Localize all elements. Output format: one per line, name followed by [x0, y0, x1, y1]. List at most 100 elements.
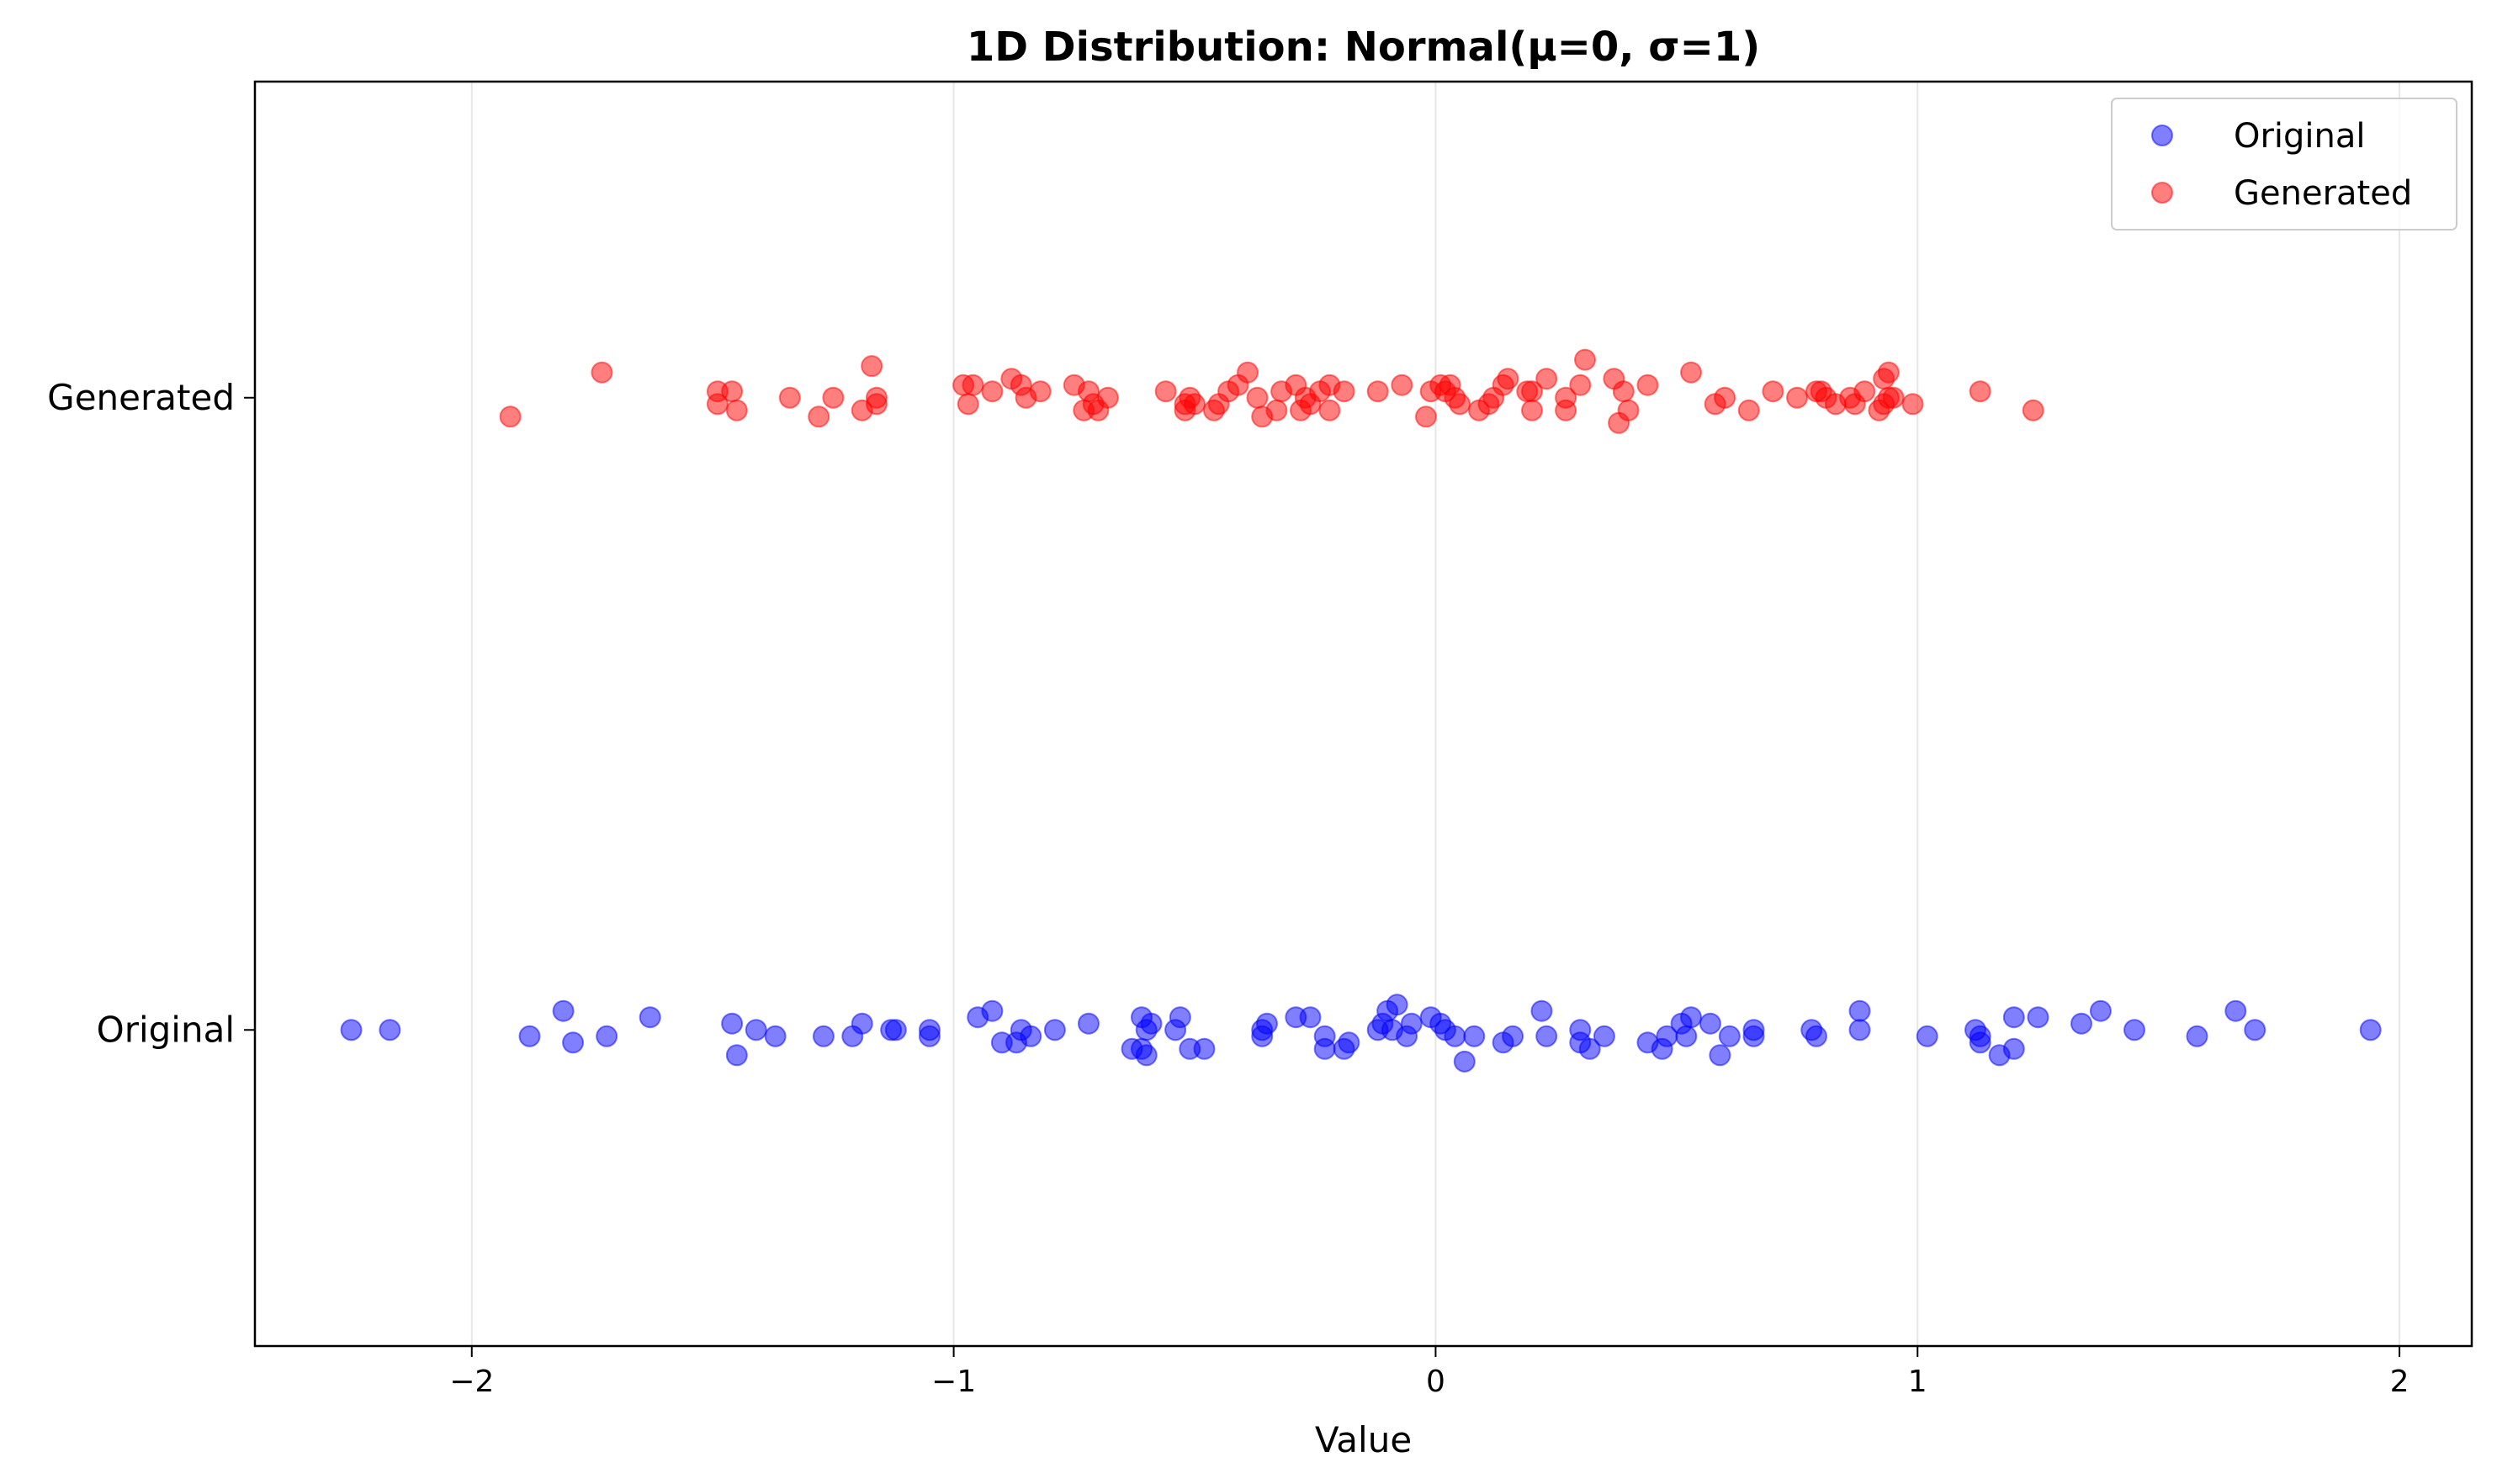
data-point-generated — [1636, 374, 1659, 396]
data-point-generated — [861, 355, 883, 378]
data-point-generated — [1520, 380, 1543, 403]
data-point-generated — [1612, 380, 1635, 403]
legend-label-original: Original — [2234, 117, 2366, 156]
data-point-original — [1593, 1025, 1615, 1047]
data-point-original — [1193, 1037, 1216, 1060]
data-point-generated — [1555, 399, 1577, 421]
data-point-original — [2359, 1019, 2382, 1041]
x-tick-label: 0 — [1426, 1365, 1445, 1399]
data-point-original — [552, 999, 575, 1022]
legend-label-generated: Generated — [2234, 174, 2412, 213]
data-point-original — [2002, 1037, 2025, 1060]
data-point-original — [1742, 1025, 1765, 1047]
data-point-original — [1463, 1025, 1486, 1047]
data-point-original — [1969, 1031, 1991, 1054]
data-point-generated — [1877, 361, 1900, 384]
data-point-original — [1535, 1025, 1558, 1047]
data-point-original — [1453, 1050, 1476, 1073]
data-point-original — [2002, 1006, 2025, 1029]
data-point-generated — [808, 405, 830, 428]
data-point-original — [1140, 1012, 1163, 1035]
data-point-original — [745, 1019, 767, 1041]
data-point-generated — [1786, 386, 1809, 409]
data-point-generated — [1901, 393, 1924, 416]
data-point-original — [379, 1019, 401, 1041]
data-point-generated — [1617, 399, 1640, 421]
data-point-original — [1043, 1019, 1066, 1041]
data-point-generated — [1569, 374, 1592, 396]
data-point-generated — [1535, 368, 1558, 390]
data-point-original — [1169, 1006, 1191, 1029]
data-point-generated — [1184, 393, 1206, 416]
data-point-generated — [1762, 380, 1784, 403]
data-point-generated — [778, 386, 801, 409]
data-point-generated — [1497, 368, 1519, 390]
legend-marker-generated — [2151, 182, 2173, 204]
data-point-generated — [1154, 380, 1177, 403]
data-point-original — [1386, 994, 1408, 1016]
data-point-generated — [1853, 380, 1876, 403]
data-point-generated — [591, 361, 613, 384]
data-point-generated — [1414, 405, 1437, 428]
data-point-original — [1805, 1025, 1827, 1047]
data-point-original — [981, 999, 1004, 1022]
data-point-original — [518, 1025, 541, 1047]
x-tick-label: 2 — [2390, 1365, 2410, 1399]
data-point-original — [884, 1019, 907, 1041]
data-point-original — [2089, 999, 2112, 1022]
data-point-original — [1020, 1025, 1042, 1047]
data-point-generated — [1333, 380, 1355, 403]
data-point-original — [2244, 1019, 2266, 1041]
data-point-original — [1135, 1044, 1158, 1067]
data-point-original — [1675, 1025, 1698, 1047]
data-point-generated — [822, 386, 845, 409]
plot-frame — [253, 80, 2473, 1348]
data-point-original — [1338, 1031, 1360, 1054]
data-point-original — [1848, 1019, 1871, 1041]
data-point-original — [1299, 1006, 1322, 1029]
data-point-generated — [725, 399, 748, 421]
x-axis-label: Value — [1315, 1419, 1412, 1460]
data-point-original — [639, 1006, 661, 1029]
x-tick-label: −2 — [449, 1365, 494, 1399]
data-point-original — [1709, 1044, 1731, 1067]
data-point-generated — [1029, 380, 1052, 403]
data-point-generated — [706, 393, 729, 416]
data-point-generated — [1737, 399, 1760, 421]
data-point-original — [812, 1025, 835, 1047]
x-tick-label: 1 — [1908, 1365, 1927, 1399]
x-tick-label: −1 — [931, 1365, 976, 1399]
y-tick-label: Generated — [47, 377, 235, 418]
legend-frame — [2111, 98, 2457, 231]
data-point-original — [1680, 1006, 1703, 1029]
data-point-original — [562, 1031, 585, 1054]
data-point-generated — [721, 380, 744, 403]
data-point-generated — [1096, 386, 1119, 409]
data-point-generated — [1237, 361, 1259, 384]
data-point-original — [1444, 1025, 1466, 1047]
data-point-original — [1916, 1025, 1938, 1047]
data-point-original — [2123, 1019, 2146, 1041]
data-point-original — [1530, 999, 1553, 1022]
legend-marker-original — [2151, 125, 2173, 146]
data-point-original — [851, 1012, 873, 1035]
axis-ticks: −2 −1 0 1 2 Original Generated — [47, 377, 2409, 1399]
data-point-generated — [1574, 348, 1596, 371]
data-point-generated — [1714, 386, 1736, 409]
data-point-generated — [499, 405, 522, 428]
data-point-generated — [2022, 399, 2044, 421]
data-point-generated — [1318, 399, 1341, 421]
data-point-generated — [1366, 380, 1389, 403]
data-points — [340, 348, 2382, 1073]
data-point-original — [340, 1019, 363, 1041]
data-point-generated — [962, 374, 984, 396]
data-point-original — [1313, 1037, 1336, 1060]
data-point-original — [721, 1012, 744, 1035]
data-point-original — [1502, 1025, 1524, 1047]
data-point-original — [918, 1019, 941, 1041]
data-point-original — [1848, 999, 1871, 1022]
data-point-original — [1077, 1012, 1100, 1035]
data-point-original — [2224, 999, 2247, 1022]
data-point-generated — [865, 393, 888, 416]
